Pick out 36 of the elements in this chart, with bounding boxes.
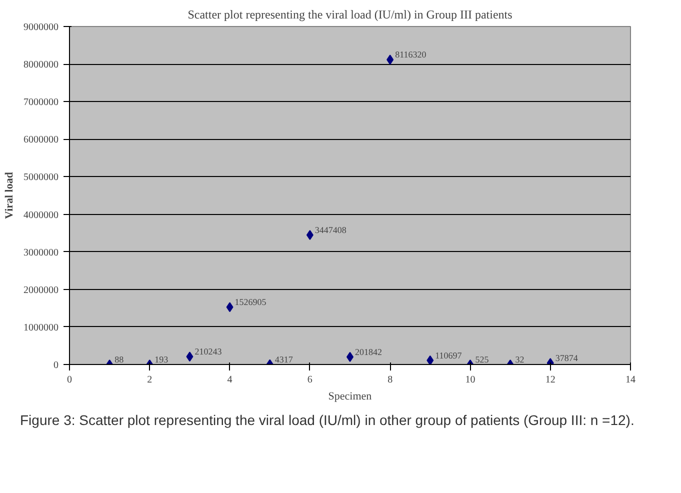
x-tick-label: 10 — [465, 374, 476, 386]
y-axis-title: Viral load — [4, 172, 16, 219]
y-tick-label: 1000000 — [24, 322, 58, 334]
data-label: 37874 — [555, 353, 578, 364]
data-label: 110697 — [435, 350, 462, 360]
y-tick-label: 8000000 — [24, 60, 58, 71]
caption: Figure 3: Scatter plot representing the viral load (IU/ml) in other group of patients (Group III: n =12). — [20, 411, 634, 430]
y-tick-label: 3000000 — [24, 247, 58, 258]
y-tick-label: 5000000 — [24, 172, 58, 184]
data-label: 210243 — [194, 346, 222, 357]
data-label: 193 — [154, 354, 169, 364]
y-tick-label: 6000000 — [24, 134, 58, 146]
data-label: 88 — [114, 354, 124, 364]
y-tick-label: 7000000 — [24, 97, 58, 108]
data-label: 1526905 — [234, 297, 267, 308]
point — [306, 230, 314, 240]
point — [386, 54, 394, 65]
x-tick-label: 0 — [67, 374, 72, 386]
x-tick-label: 8 — [388, 374, 393, 386]
data-label: 525 — [475, 354, 490, 364]
data-label: 8116320 — [395, 50, 427, 60]
y-tick-label: 9000000 — [24, 22, 58, 33]
x-tick-label: 14 — [626, 374, 636, 386]
data-label: 4317 — [274, 354, 294, 364]
chart-title: Scatter plot representing the viral load (IU/ml) in Group III patients — [188, 8, 513, 22]
x-tick-label: 6 — [307, 374, 312, 386]
y-tick-label: 4000000 — [24, 210, 58, 221]
x-tick-label: 12 — [545, 374, 556, 386]
data-label: 32 — [515, 354, 524, 364]
y-tick-label: 0 — [54, 360, 58, 371]
x-tick-label: 4 — [227, 374, 232, 386]
data-label: 201842 — [355, 346, 382, 357]
x-axis-title: Specimen — [328, 390, 372, 402]
y-tick-label: 2000000 — [24, 284, 58, 296]
x-tick-label: 2 — [147, 374, 152, 386]
data-label: 3447408 — [314, 225, 347, 236]
